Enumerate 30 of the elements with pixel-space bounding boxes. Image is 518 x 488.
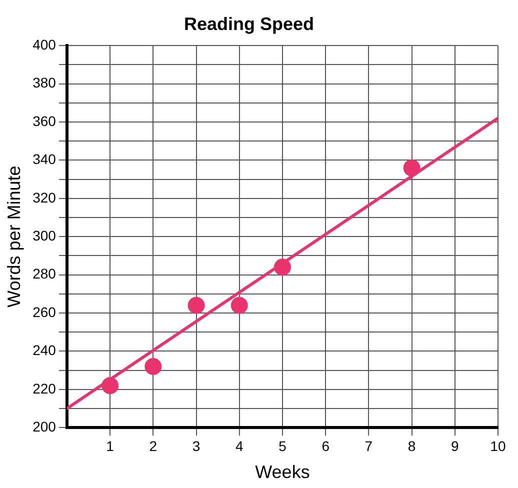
x-tick-label: 4 <box>235 438 244 454</box>
x-tick-label: 6 <box>322 438 330 454</box>
x-tick-label: 3 <box>192 438 200 454</box>
y-tick-label: 380 <box>32 74 56 91</box>
y-tick-label: 280 <box>32 266 56 282</box>
x-tick-label: 7 <box>364 438 373 454</box>
y-tick-label: 400 <box>32 36 56 52</box>
point <box>188 296 205 314</box>
y-tick-label: 320 <box>32 189 56 206</box>
point <box>403 159 420 176</box>
y-tick-label: 220 <box>32 380 56 396</box>
point <box>144 358 162 375</box>
y-tick-label: 340 <box>32 151 56 168</box>
y-tick-label: 200 <box>32 418 56 434</box>
x-tick-label: 2 <box>149 438 158 454</box>
chart-title: Reading Speed <box>184 14 314 34</box>
y-tick-label: 260 <box>32 304 56 320</box>
x-tick-label: 1 <box>106 438 114 454</box>
y-tick-label: 360 <box>32 112 56 129</box>
x-tick-label: 5 <box>278 438 287 454</box>
y-tick-label: 300 <box>32 227 56 244</box>
x-axis-title: Weeks <box>255 462 310 482</box>
point <box>102 377 119 394</box>
y-axis-title: Words per Minute <box>4 166 24 308</box>
x-tick-label: 10 <box>490 438 506 454</box>
x-tick-label: 9 <box>450 438 459 454</box>
y-tick-label: 240 <box>32 342 56 358</box>
point <box>230 296 248 314</box>
x-tick-label: 8 <box>408 438 416 454</box>
point <box>274 258 291 276</box>
